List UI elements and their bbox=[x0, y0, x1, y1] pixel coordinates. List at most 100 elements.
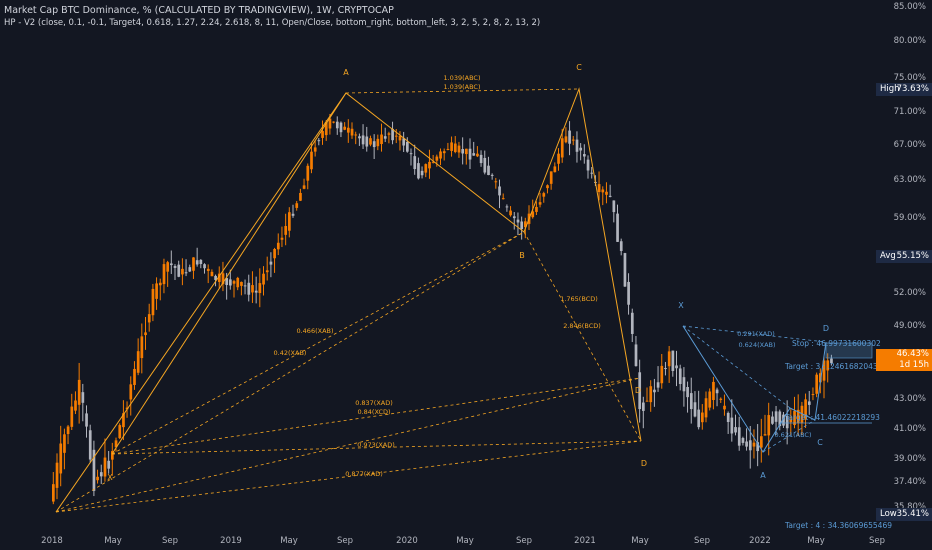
candle-body bbox=[288, 212, 291, 231]
candle-body bbox=[689, 393, 693, 410]
candle-body bbox=[81, 392, 85, 403]
candle-body bbox=[409, 153, 413, 155]
candle-body bbox=[730, 417, 734, 434]
candle-body bbox=[667, 351, 671, 367]
candle-body bbox=[251, 285, 254, 293]
candle-body bbox=[387, 133, 391, 135]
candle-body bbox=[830, 358, 833, 364]
candle-body bbox=[114, 440, 118, 448]
x-tick-label: Sep bbox=[516, 536, 532, 546]
target-label: Stop : 46.99731600302 bbox=[792, 339, 881, 348]
candle-body bbox=[505, 206, 509, 208]
y-tick-label: 67.00% bbox=[894, 140, 926, 150]
candle-body bbox=[199, 259, 203, 265]
candle-body bbox=[254, 290, 258, 293]
candle-body bbox=[151, 288, 155, 316]
pattern-point-label: D bbox=[823, 324, 829, 333]
candle-body bbox=[767, 415, 771, 436]
pattern-point-label: A bbox=[760, 471, 766, 480]
y-tick-label: 39.00% bbox=[894, 454, 926, 464]
candle-body bbox=[822, 360, 826, 381]
candle-body bbox=[586, 159, 590, 171]
candle-body bbox=[807, 401, 811, 405]
candle-body bbox=[59, 443, 63, 474]
candle-body bbox=[343, 126, 347, 130]
candle-body bbox=[671, 350, 675, 371]
candle-body bbox=[723, 405, 726, 410]
candle-body bbox=[162, 264, 166, 285]
ratio-label: 0.291(XAD) bbox=[737, 330, 775, 338]
y-tick-label: 41.00% bbox=[894, 424, 926, 434]
candle-body bbox=[177, 264, 181, 277]
candle-body bbox=[133, 368, 136, 385]
harmonic-xd0-ratio-line bbox=[111, 377, 641, 455]
candle-body bbox=[361, 135, 365, 145]
candle-body bbox=[265, 270, 269, 273]
candle-body bbox=[158, 282, 162, 286]
candle-body bbox=[498, 186, 501, 196]
candle-body bbox=[324, 122, 328, 136]
high-badge-value: 73.63% bbox=[896, 84, 929, 94]
x-tick-label: May bbox=[280, 536, 298, 546]
candle-body bbox=[531, 211, 535, 218]
candle-body bbox=[273, 248, 276, 259]
candle-body bbox=[494, 181, 498, 183]
candle-body bbox=[737, 427, 741, 446]
candle-body bbox=[524, 221, 527, 228]
candle-body bbox=[453, 143, 457, 153]
candle-body bbox=[85, 413, 88, 427]
candle-body bbox=[335, 121, 339, 129]
candle-body bbox=[675, 365, 678, 369]
candle-body bbox=[144, 332, 147, 336]
candle-body bbox=[796, 409, 800, 423]
candle-body bbox=[450, 142, 453, 151]
candle-body bbox=[354, 134, 358, 136]
indicator-settings[interactable]: HP - V2 (close, 0.1, -0.1, Target4, 0.61… bbox=[4, 18, 541, 28]
candle-body bbox=[140, 336, 144, 359]
candle-body bbox=[719, 398, 723, 400]
candle-body bbox=[756, 442, 760, 452]
last-price-badge: 46.43% 1d 15h bbox=[876, 349, 932, 371]
candle-body bbox=[192, 257, 195, 271]
candle-body bbox=[712, 381, 715, 400]
candle-body bbox=[424, 164, 428, 173]
candle-body bbox=[221, 273, 225, 285]
candle-body bbox=[173, 265, 177, 268]
y-tick-label: 35.80% bbox=[894, 502, 926, 512]
pattern-point-label: C bbox=[576, 63, 582, 72]
ratio-label: 0.621(ABC) bbox=[774, 431, 811, 439]
y-tick-label: 43.00% bbox=[894, 394, 926, 404]
candle-body bbox=[752, 442, 756, 447]
candle-body bbox=[557, 153, 560, 164]
ratio-label: 1.765(BCD) bbox=[560, 295, 598, 303]
harmonic-xb-ratio-line bbox=[111, 231, 525, 455]
x-tick-label: Sep bbox=[162, 536, 178, 546]
candle-body bbox=[553, 166, 557, 173]
candle-body bbox=[107, 460, 111, 469]
blue-pattern-ratio-line bbox=[682, 325, 791, 409]
avg-badge-label: Avg bbox=[880, 251, 896, 261]
x-tick-label: Sep bbox=[337, 536, 353, 546]
ratio-label: 0.42(XAB) bbox=[274, 349, 307, 357]
candle-body bbox=[55, 462, 59, 488]
candle-body bbox=[516, 219, 520, 223]
candle-body bbox=[483, 157, 487, 173]
candle-body bbox=[295, 203, 299, 208]
candle-body bbox=[472, 153, 476, 156]
target-label: Target : 4 : 34.36069655469 bbox=[784, 521, 892, 530]
y-tick-label: 49.00% bbox=[894, 321, 926, 331]
candle-body bbox=[147, 314, 151, 323]
candle-body bbox=[597, 184, 601, 193]
candle-body bbox=[269, 261, 273, 265]
candle-body bbox=[203, 264, 206, 269]
candle-body bbox=[332, 121, 335, 123]
candle-body bbox=[428, 161, 431, 169]
candle-body bbox=[155, 283, 158, 299]
harmonic-ac-ratio-line bbox=[345, 88, 580, 94]
candle-body bbox=[760, 436, 763, 448]
candle-body bbox=[365, 136, 369, 147]
candle-body bbox=[583, 154, 586, 157]
candle-body bbox=[262, 273, 265, 285]
candle-body bbox=[512, 216, 516, 219]
